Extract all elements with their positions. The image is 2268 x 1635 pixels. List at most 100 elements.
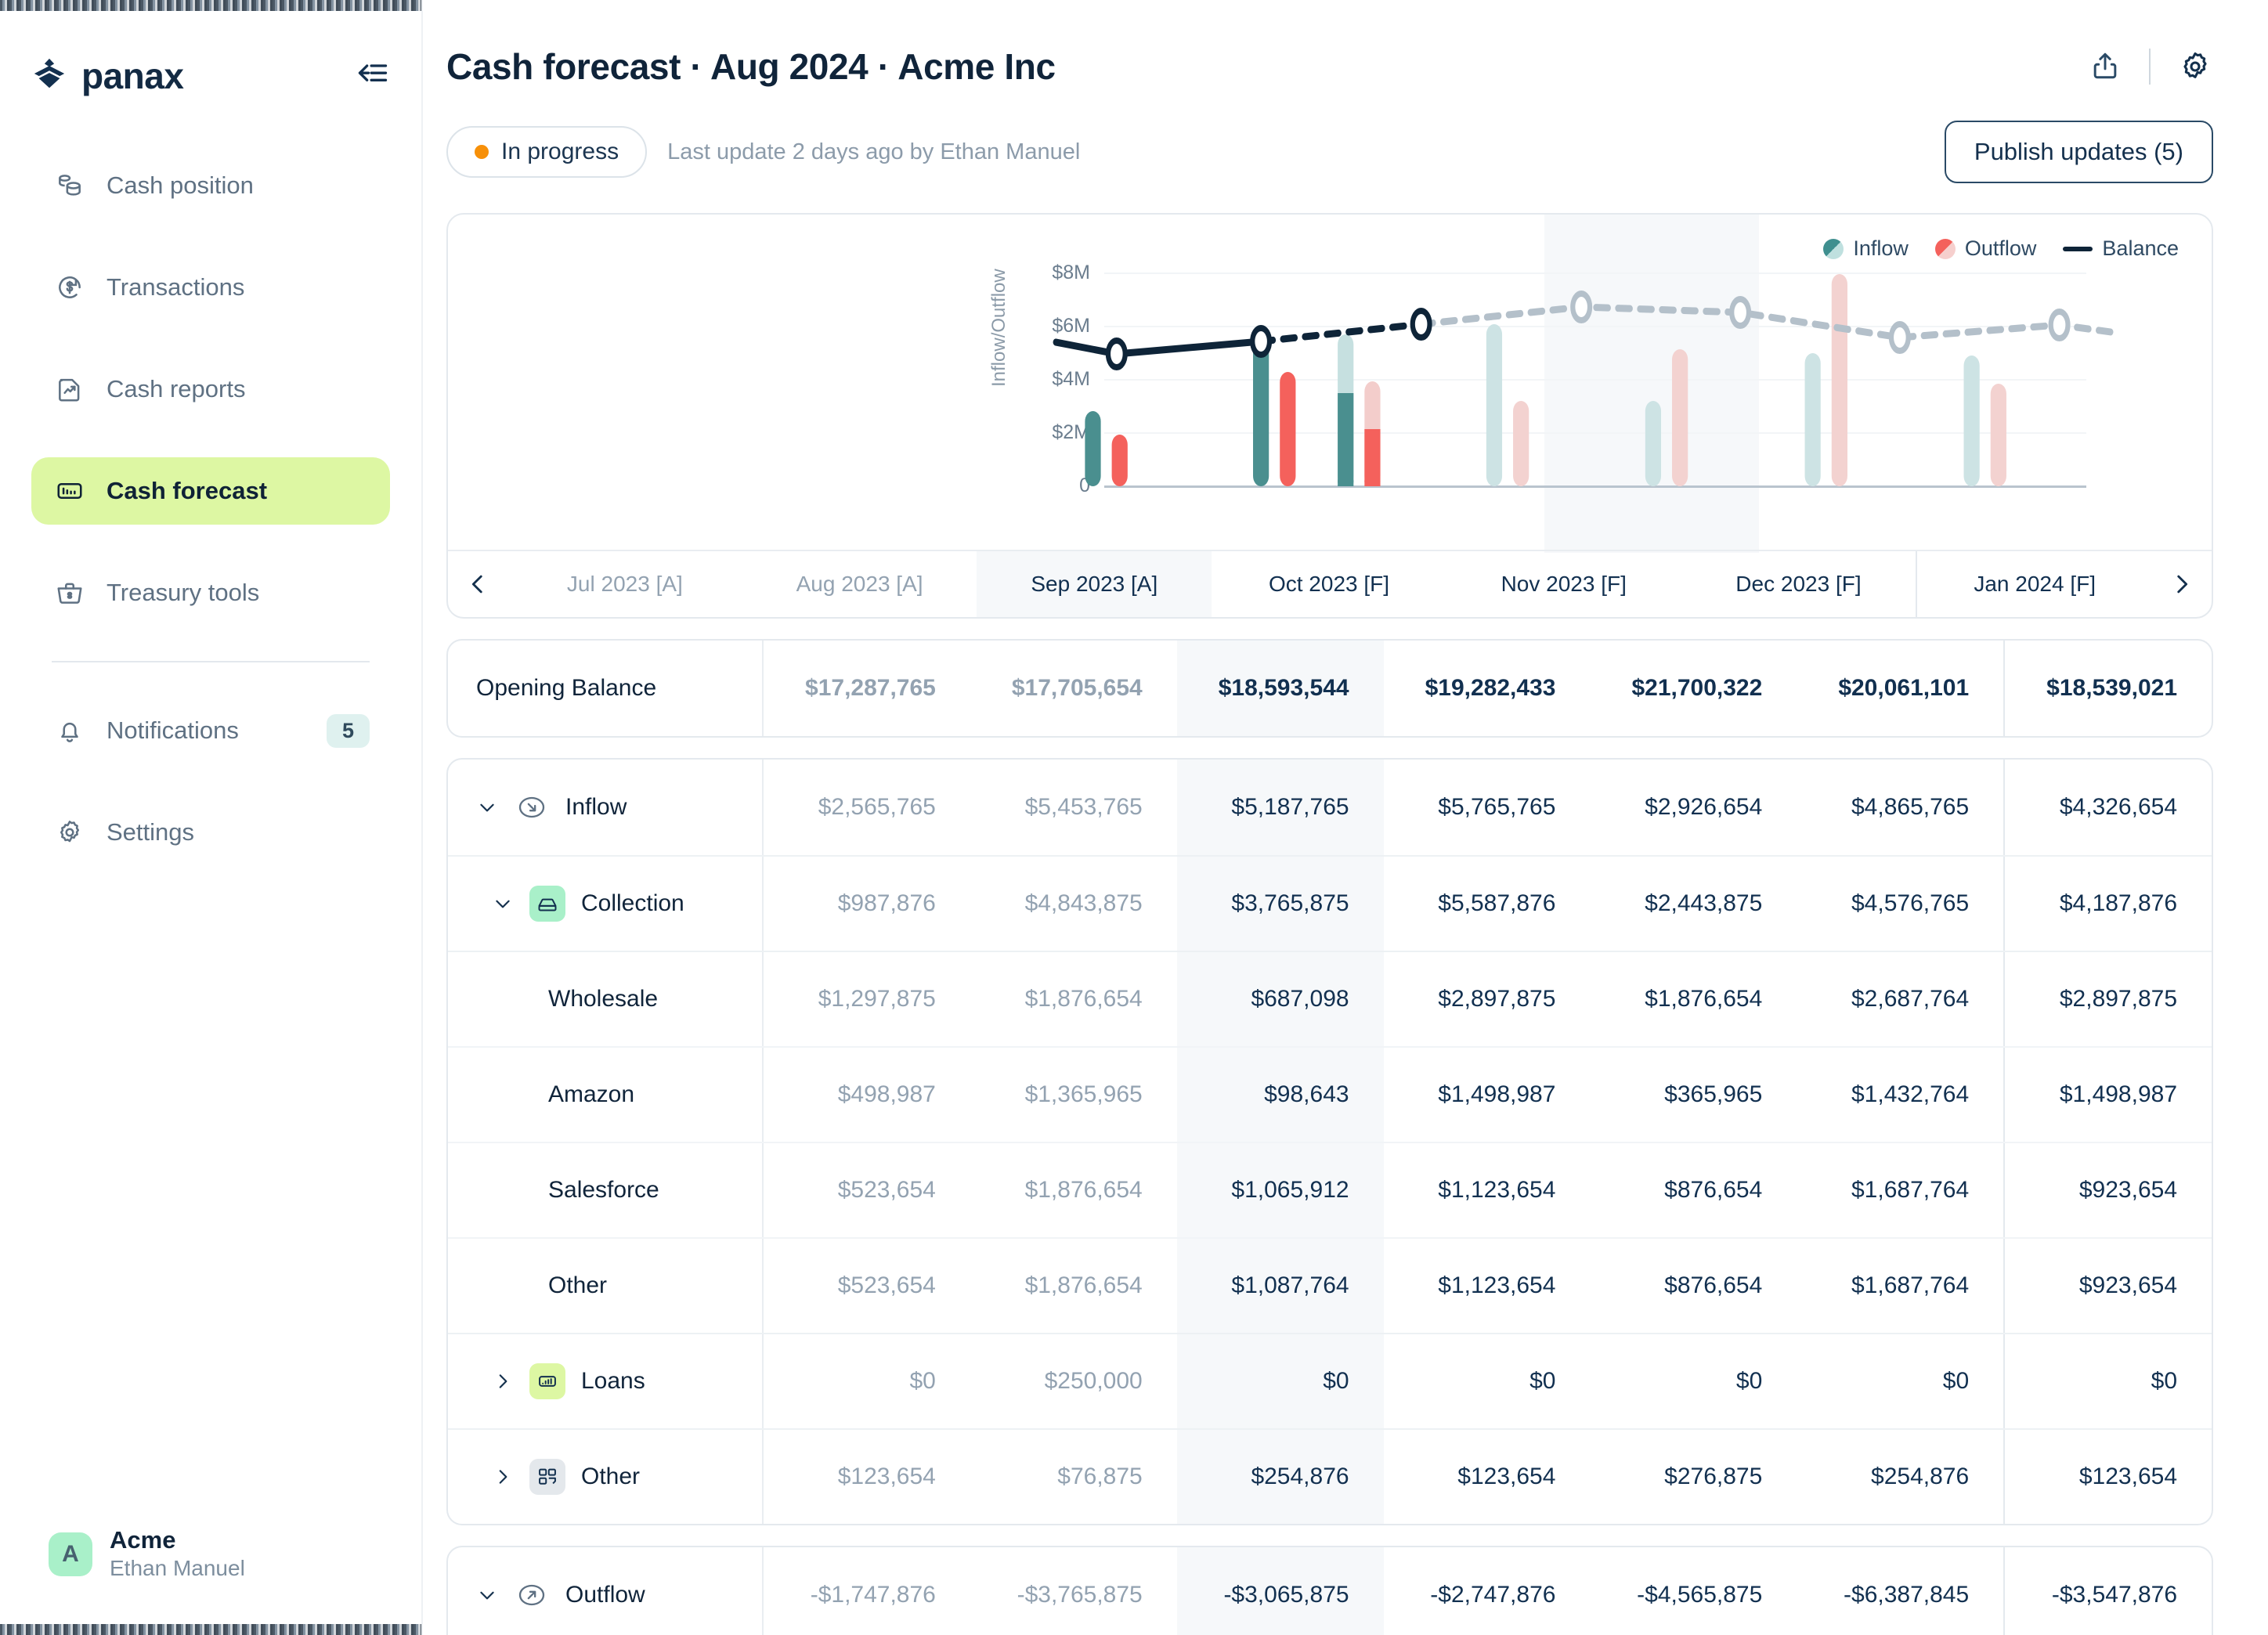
cell-jul-2023: $2,565,765: [818, 794, 936, 820]
avatar: A: [49, 1532, 92, 1577]
row-label: Wholesale: [448, 952, 764, 1046]
cell-sep-2023: $3,765,875: [1176, 857, 1384, 951]
cell-sep-2023: -$3,065,875: [1176, 1547, 1384, 1635]
cell-dec-2023: $1,687,764: [1851, 1272, 1970, 1298]
cell-oct-2023: $1,123,654: [1438, 1272, 1556, 1298]
month-navigator: Jul 2023 [A] Aug 2023 [A] Sep 2023 [A] O…: [448, 550, 2212, 617]
sidebar-item-notifications[interactable]: Notifications 5: [31, 697, 390, 764]
cell-jul-2023: $987,876: [837, 890, 936, 916]
cell-dec-2023: $0: [1942, 1368, 1970, 1394]
table-row[interactable]: Opening Balance $17,287,765 $17,705,654 …: [448, 641, 2212, 736]
cell-jan-2024: $123,654: [2003, 1430, 2212, 1524]
month-tab-oct-2023[interactable]: Oct 2023 [F]: [1268, 572, 1390, 596]
sidebar-divider: [52, 661, 370, 662]
month-tab-aug-2023[interactable]: Aug 2023 [A]: [796, 572, 923, 596]
forecast-bars-icon: [52, 473, 88, 509]
legend-item-inflow[interactable]: Inflow: [1823, 236, 1909, 261]
cell-dec-2023: -$6,387,845: [1844, 1582, 1970, 1608]
cell-aug-2023: -$3,765,875: [1017, 1582, 1143, 1608]
legend-item-balance[interactable]: Balance: [2063, 236, 2179, 261]
cell-sep-2023: $98,643: [1176, 1048, 1384, 1142]
chevron-left-icon[interactable]: [448, 571, 507, 597]
row-label: Other: [448, 1239, 764, 1333]
account-switcher[interactable]: A Acme Ethan Manuel: [31, 1526, 390, 1583]
cell-jan-2024: $4,326,654: [2003, 760, 2212, 855]
cell-jul-2023: $0: [909, 1368, 936, 1394]
month-tab-sep-2023[interactable]: Sep 2023 [A]: [977, 551, 1212, 617]
outflow-swatch-icon: [1934, 238, 1956, 259]
row-label-text: Wholesale: [548, 986, 659, 1012]
sidebar-item-transactions[interactable]: Transactions: [31, 254, 390, 321]
status-area: In progress Last update 2 days ago by Et…: [446, 126, 1080, 178]
cell-aug-2023: $5,453,765: [1024, 794, 1143, 820]
sidebar-item-label: Settings: [107, 818, 195, 846]
table-row[interactable]: Amazon $498,987 $1,365,965 $98,643 $1,49…: [448, 1046, 2212, 1142]
cell-sep-2023: $254,876: [1176, 1430, 1384, 1524]
sidebar-item-settings[interactable]: Settings: [31, 799, 390, 866]
chart-svg: [1053, 274, 2120, 486]
table-row[interactable]: Loans $0 $250,000 $0 $0 $0 $0 $0: [448, 1333, 2212, 1428]
table-row[interactable]: Collection $987,876 $4,843,875 $3,765,87…: [448, 855, 2212, 951]
cell-aug-2023: $1,365,965: [1024, 1081, 1143, 1107]
cell-nov-2023: $0: [1735, 1368, 1763, 1394]
account-user: Ethan Manuel: [110, 1556, 245, 1581]
sidebar-item-cash-forecast[interactable]: Cash forecast: [31, 457, 390, 525]
chevron-down-icon[interactable]: [492, 893, 514, 914]
publish-updates-button[interactable]: Publish updates (5): [1944, 121, 2213, 183]
cell-oct-2023: $1,498,987: [1438, 1081, 1556, 1107]
cell-aug-2023: $250,000: [1044, 1368, 1143, 1394]
cell-jan-2024: $2,897,875: [2003, 952, 2212, 1046]
month-tab-dec-2023[interactable]: Dec 2023 [F]: [1735, 572, 1862, 596]
cell-jul-2023: $123,654: [837, 1464, 936, 1489]
sidebar-item-label: Cash reports: [107, 375, 246, 402]
sidebar-item-cash-reports[interactable]: Cash reports: [31, 356, 390, 423]
coins-stack-icon: [52, 168, 88, 204]
legend-label: Inflow: [1853, 236, 1909, 260]
share-icon[interactable]: [2088, 49, 2122, 84]
month-tab-jan-2024[interactable]: Jan 2024 [F]: [1916, 551, 2152, 617]
cell-oct-2023: -$2,747,876: [1430, 1582, 1556, 1608]
chevron-down-icon[interactable]: [476, 1585, 498, 1605]
cell-aug-2023: $4,843,875: [1024, 890, 1143, 916]
sidebar-item-label: Notifications: [107, 716, 239, 744]
sidebar-item-treasury-tools[interactable]: Treasury tools: [31, 559, 390, 626]
table-row[interactable]: Inflow $2,565,765 $5,453,765 $5,187,765 …: [448, 760, 2212, 855]
table-row[interactable]: Outflow -$1,747,876 -$3,765,875 -$3,065,…: [448, 1547, 2212, 1635]
brand-name: panax: [81, 56, 184, 96]
chart-plot-area: $8M $6M $4M $2M 0 Inflow/Outflow $25M $2…: [448, 215, 2212, 553]
chevron-right-icon[interactable]: [2152, 571, 2212, 597]
month-tab-jul-2023[interactable]: Jul 2023 [A]: [566, 572, 683, 596]
y-tick-left: $2M: [1052, 421, 1090, 443]
table-row[interactable]: Other $523,654 $1,876,654 $1,087,764 $1,…: [448, 1237, 2212, 1333]
row-label: Amazon: [448, 1048, 764, 1142]
chevron-right-icon[interactable]: [492, 1371, 514, 1391]
dollar-refresh-icon: [52, 269, 88, 305]
chevron-right-icon[interactable]: [492, 1467, 514, 1487]
page-header: Cash forecast · Aug 2024 · Acme Inc: [446, 0, 2213, 88]
cell-nov-2023: $2,443,875: [1645, 890, 1763, 916]
header-actions: [2088, 45, 2213, 85]
cell-aug-2023: $1,876,654: [1024, 1272, 1143, 1298]
legend-item-outflow[interactable]: Outflow: [1934, 236, 2036, 261]
opening-balance-table: Opening Balance $17,287,765 $17,705,654 …: [446, 639, 2213, 738]
gear-icon[interactable]: [2177, 49, 2213, 85]
cell-sep-2023: $1,087,764: [1176, 1239, 1384, 1333]
page-title: Cash forecast · Aug 2024 · Acme Inc: [446, 46, 1056, 87]
collapse-sidebar-icon[interactable]: [356, 57, 390, 96]
status-badge[interactable]: In progress: [446, 126, 648, 178]
sidebar-item-cash-position[interactable]: Cash position: [31, 152, 390, 219]
brand[interactable]: panax: [31, 55, 184, 97]
cell-dec-2023: $4,865,765: [1851, 794, 1970, 820]
table-row[interactable]: Wholesale $1,297,875 $1,876,654 $687,098…: [448, 951, 2212, 1046]
cell-dec-2023: $4,576,765: [1851, 890, 1970, 916]
table-row[interactable]: Salesforce $523,654 $1,876,654 $1,065,91…: [448, 1142, 2212, 1237]
row-label-text: Outflow: [565, 1582, 645, 1608]
cell-jan-2024: -$3,547,876: [2003, 1547, 2212, 1635]
legend-label: Balance: [2102, 236, 2179, 260]
row-label-text: Opening Balance: [476, 675, 657, 701]
chevron-down-icon[interactable]: [476, 797, 498, 818]
bell-icon: [52, 713, 88, 749]
table-row[interactable]: Other $123,654 $76,875 $254,876 $123,654…: [448, 1428, 2212, 1524]
sidebar-item-label: Transactions: [107, 273, 245, 301]
month-tab-nov-2023[interactable]: Nov 2023 [F]: [1501, 572, 1627, 596]
